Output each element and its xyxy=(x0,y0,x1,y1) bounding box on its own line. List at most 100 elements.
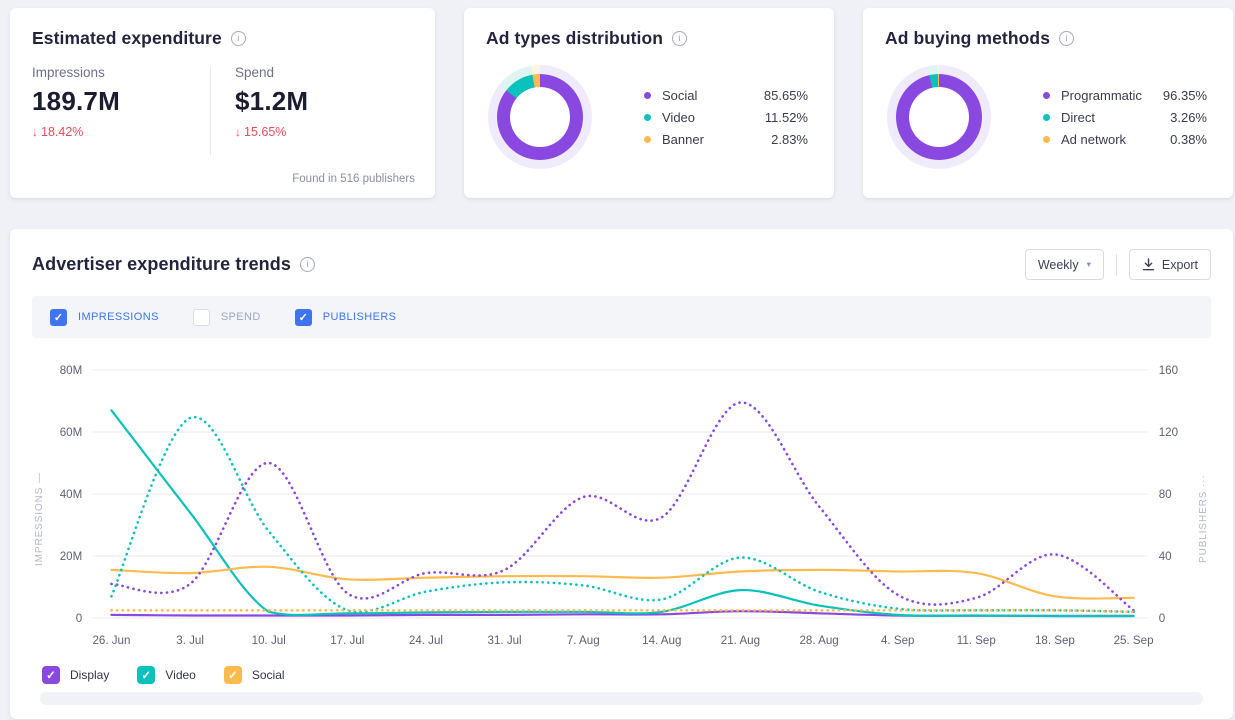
info-icon[interactable]: i xyxy=(672,31,688,46)
export-label: Export xyxy=(1161,257,1198,272)
svg-text:28. Aug: 28. Aug xyxy=(799,635,838,647)
svg-text:11. Sep: 11. Sep xyxy=(957,635,996,647)
svg-text:80: 80 xyxy=(1159,489,1172,501)
svg-text:80M: 80M xyxy=(60,365,83,377)
arrow-down-icon: ↓ xyxy=(32,125,38,139)
trend-chart-area: IMPRESSIONS — 80M 160 60M 120 40M 80 20M 40 0 0 26… xyxy=(32,358,1211,652)
legend-label: Display xyxy=(70,668,110,682)
section-title: Advertiser expenditure trends xyxy=(32,254,291,274)
svg-text:0: 0 xyxy=(76,613,82,625)
check-icon: ✓ xyxy=(53,311,64,324)
legend-value: 3.26% xyxy=(1170,109,1207,125)
svg-text:20M: 20M xyxy=(60,551,83,563)
svg-text:24. Jul: 24. Jul xyxy=(409,635,443,647)
svg-text:40: 40 xyxy=(1159,551,1172,563)
svg-text:3. Jul: 3. Jul xyxy=(176,635,204,647)
checkbox: ✓ xyxy=(42,666,60,684)
donut-legend: Social 85.65% Video 11.52% Banner 2.83% xyxy=(644,88,808,147)
legend-label: Social xyxy=(662,87,698,103)
card-title: Ad buying methods xyxy=(885,28,1051,48)
legend-row: Ad network 0.38% xyxy=(1043,132,1207,147)
metric-change: ↓ 18.42% xyxy=(32,125,84,139)
legend-label: Video xyxy=(165,668,196,682)
metric-toggle-bar: ✓ IMPRESSIONS ✓ SPEND ✓ PUBLISHERS xyxy=(32,296,1211,338)
svg-text:60M: 60M xyxy=(60,427,83,439)
impressions-toggle[interactable]: ✓ IMPRESSIONS xyxy=(50,308,159,326)
series-legend: ✓ Display ✓ Video ✓ Social xyxy=(32,666,1211,684)
legend-dot xyxy=(1043,135,1050,143)
download-icon xyxy=(1142,258,1155,271)
info-icon[interactable]: i xyxy=(1059,31,1075,46)
donut-legend: Programmatic 96.35% Direct 3.26% Ad netw… xyxy=(1043,88,1207,147)
estimated-expenditure-card: Estimated expenditure i Impressions 189.… xyxy=(10,8,435,198)
legend-value: 85.65% xyxy=(763,87,808,103)
display-legend-checkbox[interactable]: ✓ Display xyxy=(42,666,109,684)
left-axis-title: IMPRESSIONS — xyxy=(34,472,45,566)
spend-toggle[interactable]: ✓ SPEND xyxy=(192,308,261,326)
legend-dot xyxy=(1043,113,1050,121)
svg-text:160: 160 xyxy=(1159,365,1178,377)
legend-value: 11.52% xyxy=(764,109,808,125)
svg-text:7. Aug: 7. Aug xyxy=(567,635,600,647)
metric-label: Impressions xyxy=(32,65,105,80)
svg-text:10. Jul: 10. Jul xyxy=(252,635,286,647)
legend-label: Direct xyxy=(1061,109,1095,125)
checkbox: ✓ xyxy=(192,308,210,326)
legend-value: 96.35% xyxy=(1162,87,1207,103)
svg-text:17. Jul: 17. Jul xyxy=(330,635,364,647)
svg-text:25. Sep: 25. Sep xyxy=(1114,635,1154,647)
svg-text:0: 0 xyxy=(1159,613,1165,625)
period-selector-dropdown[interactable]: Weekly ▾ xyxy=(1024,249,1104,280)
svg-text:120: 120 xyxy=(1159,427,1178,439)
legend-row: Programmatic 96.35% xyxy=(1043,88,1207,103)
legend-dot xyxy=(644,135,651,143)
checkbox: ✓ xyxy=(223,666,242,684)
expenditure-metrics: Impressions 189.7M ↓ 18.42% Spend $1.2M ↓… xyxy=(32,65,413,155)
toggle-label: PUBLISHERS xyxy=(322,311,397,323)
svg-text:40M: 40M xyxy=(60,489,83,501)
donut-hole xyxy=(909,87,969,147)
metric-label: Spend xyxy=(235,65,275,80)
checkbox: ✓ xyxy=(50,308,67,326)
info-icon[interactable]: i xyxy=(299,257,315,272)
legend-row: Video 11.52% xyxy=(644,110,808,125)
svg-text:4. Sep: 4. Sep xyxy=(881,635,914,647)
checkbox: ✓ xyxy=(294,308,312,326)
ad-buying-methods-card: Ad buying methods i Programmatic 96.35% … xyxy=(863,8,1233,198)
legend-label: Video xyxy=(662,109,696,125)
legend-value: 0.38% xyxy=(1170,131,1207,147)
ad-buying-donut-chart[interactable] xyxy=(887,65,991,169)
horizontal-scrollbar[interactable] xyxy=(40,692,1203,705)
publishers-toggle[interactable]: ✓ PUBLISHERS xyxy=(294,308,397,326)
svg-text:18. Sep: 18. Sep xyxy=(1035,635,1075,647)
spend-metric: Spend $1.2M ↓ 15.65% xyxy=(235,65,413,155)
line-chart[interactable]: 80M 160 60M 120 40M 80 20M 40 0 0 26. Jun 3. Jul 10.… xyxy=(47,358,1196,652)
info-icon[interactable]: i xyxy=(230,31,246,46)
impressions-metric: Impressions 189.7M ↓ 18.42% xyxy=(32,65,210,155)
advertiser-expenditure-trends-card: Advertiser expenditure trends i Weekly ▾… xyxy=(10,229,1233,719)
svg-text:26. Jun: 26. Jun xyxy=(92,635,130,647)
export-button[interactable]: Export xyxy=(1128,249,1211,280)
legend-label: Programmatic xyxy=(1061,87,1142,103)
legend-row: Social 85.65% xyxy=(644,88,808,103)
donut-hole xyxy=(510,87,570,147)
arrow-down-icon: ↓ xyxy=(235,125,241,139)
summary-cards-row: Estimated expenditure i Impressions 189.… xyxy=(0,0,1235,198)
publishers-footnote: Found in 516 publishers xyxy=(292,173,415,185)
video-legend-checkbox[interactable]: ✓ Video xyxy=(137,666,196,684)
social-legend-checkbox[interactable]: ✓ Social xyxy=(223,666,285,684)
svg-text:21. Aug: 21. Aug xyxy=(721,635,760,647)
metric-value: 189.7M xyxy=(32,86,120,116)
legend-label: Ad network xyxy=(1061,131,1127,147)
svg-text:31. Jul: 31. Jul xyxy=(488,635,522,647)
check-icon: ✓ xyxy=(298,311,308,324)
legend-dot xyxy=(644,113,651,121)
metric-value: $1.2M xyxy=(235,86,309,116)
ad-types-donut-chart[interactable] xyxy=(488,65,592,169)
card-title: Ad types distribution xyxy=(486,28,664,48)
toggle-label: SPEND xyxy=(220,311,261,323)
svg-text:14. Aug: 14. Aug xyxy=(642,635,681,647)
vertical-divider xyxy=(210,67,211,155)
legend-row: Banner 2.83% xyxy=(644,132,808,147)
chevron-down-icon: ▾ xyxy=(1086,259,1091,269)
